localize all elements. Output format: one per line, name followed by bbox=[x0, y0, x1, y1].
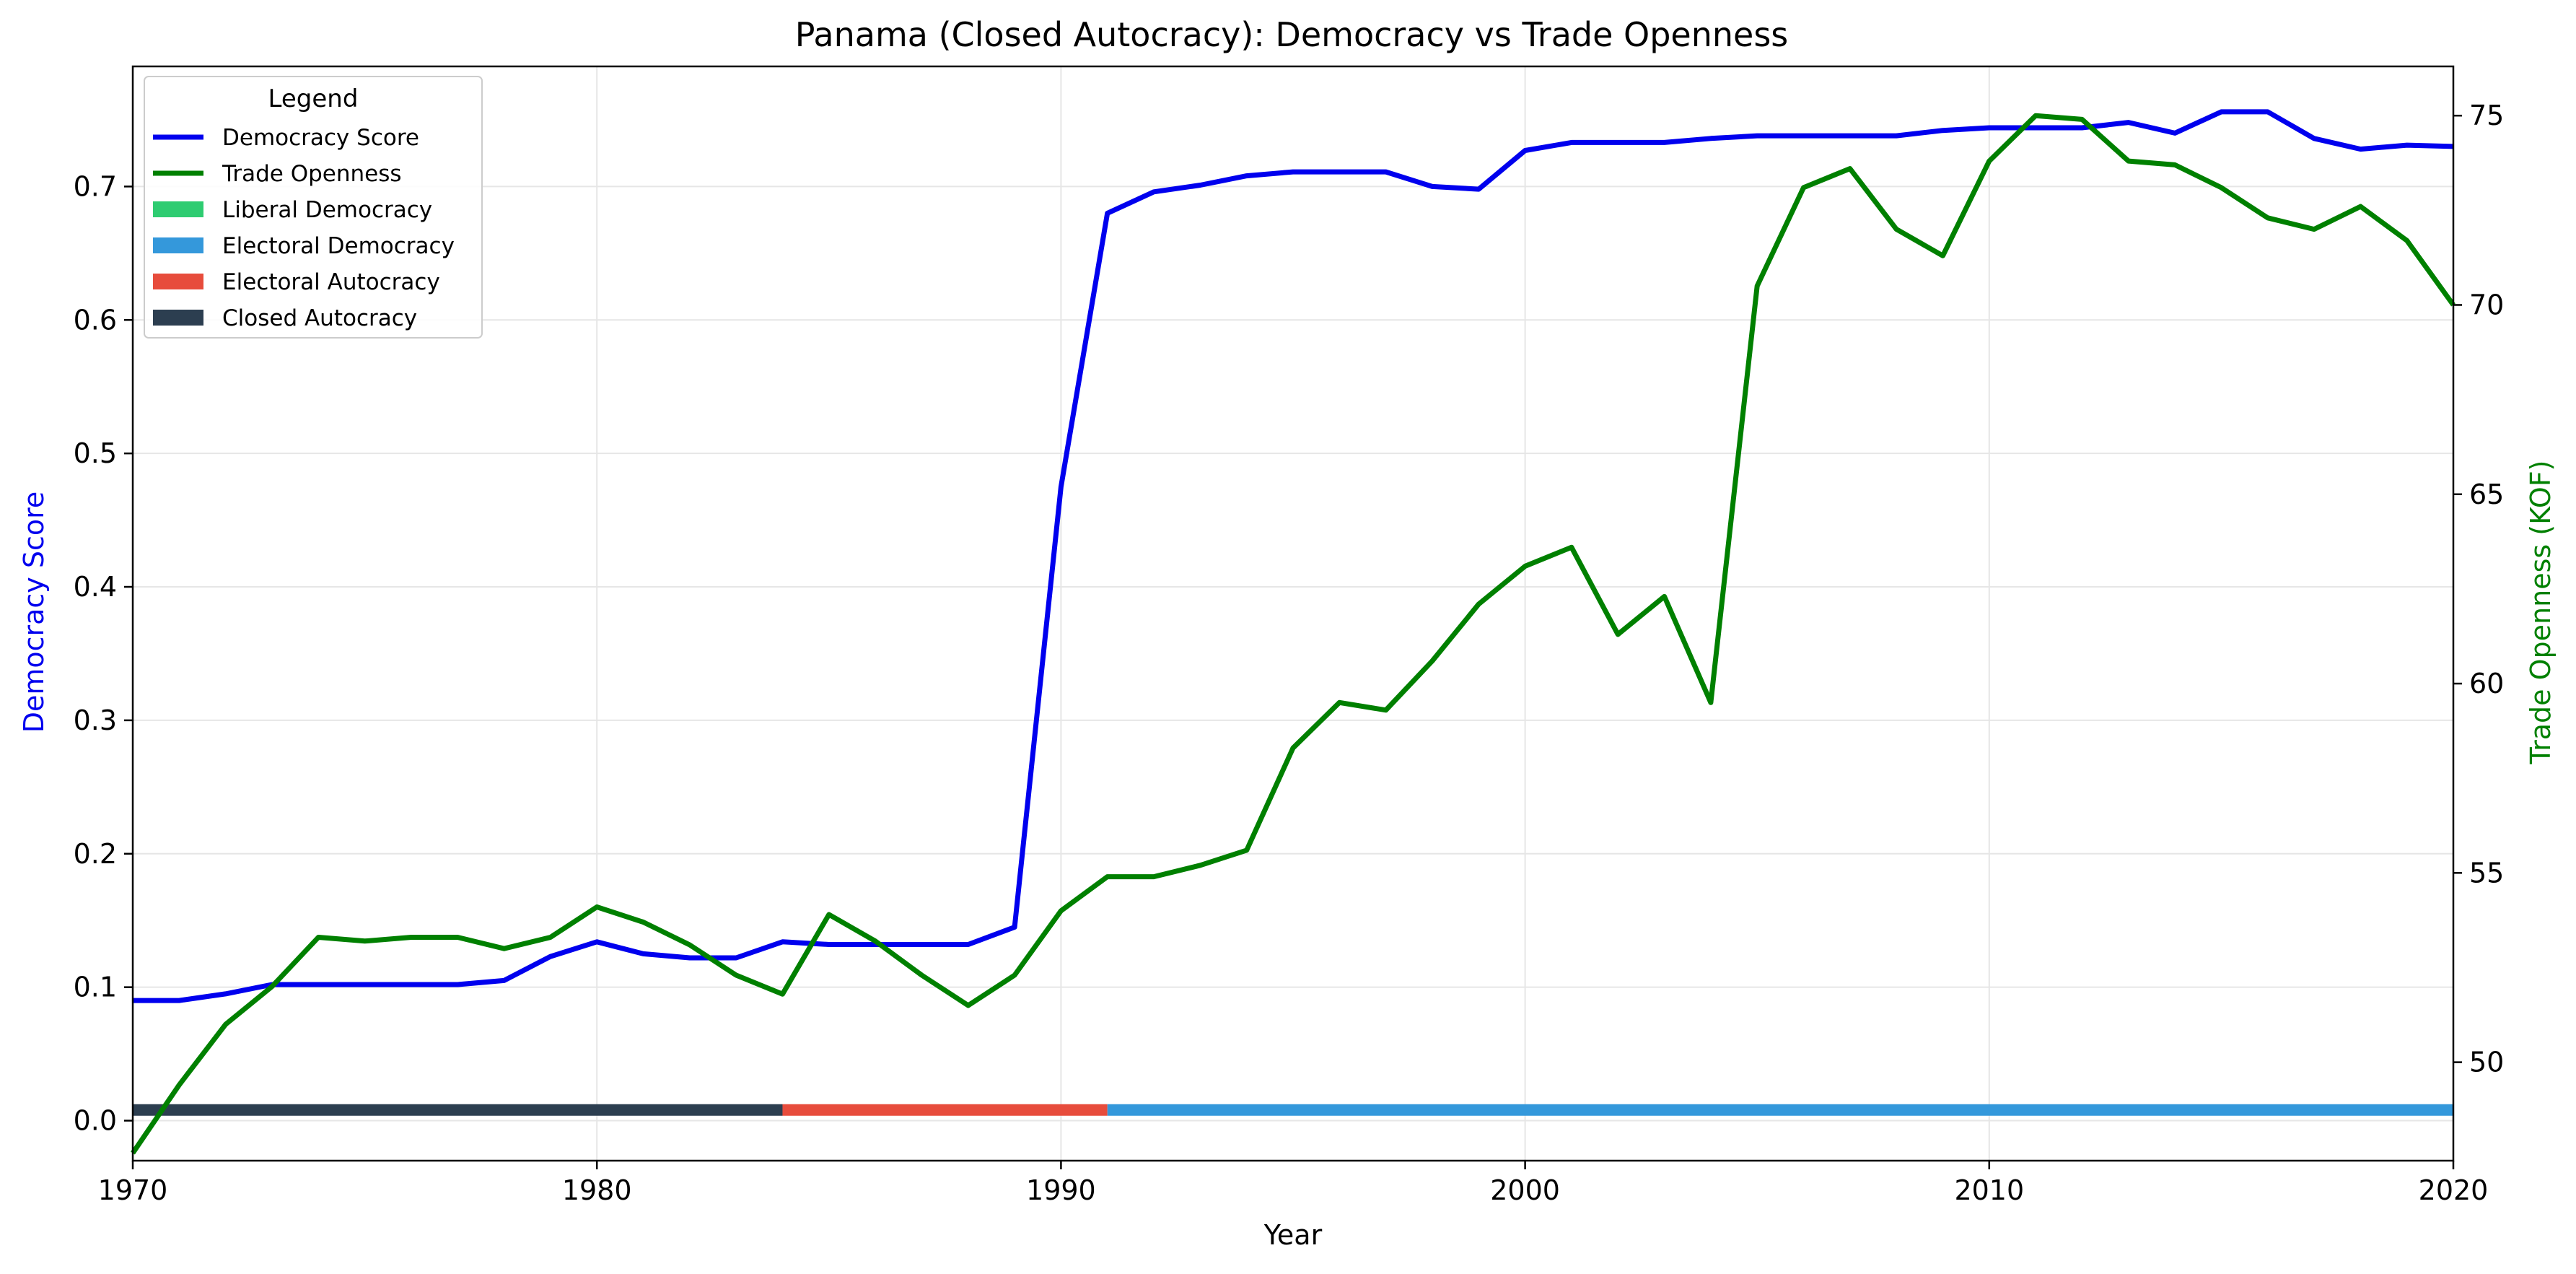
legend-title: Legend bbox=[268, 84, 359, 113]
x-tick-label: 2000 bbox=[1490, 1174, 1560, 1206]
legend-entry-label: Democracy Score bbox=[222, 125, 419, 151]
left-tick-label: 0.1 bbox=[74, 972, 117, 1003]
legend-entries: Democracy Score Trade Openness Liberal Dem… bbox=[153, 125, 455, 331]
x-tick-label: 2010 bbox=[1954, 1174, 2024, 1206]
left-tick-label: 0.4 bbox=[74, 571, 117, 603]
left-tick-label: 0.7 bbox=[74, 170, 117, 202]
right-tick-label: 75 bbox=[2469, 100, 2504, 131]
x-tick-label: 2020 bbox=[2419, 1174, 2489, 1206]
right-tick-label: 70 bbox=[2469, 289, 2504, 320]
series-line bbox=[133, 109, 2454, 1003]
legend-swatch bbox=[153, 310, 203, 326]
legend-swatch bbox=[153, 201, 203, 217]
series-lines bbox=[131, 109, 2455, 1155]
left-tick-label: 0.5 bbox=[74, 437, 117, 469]
legend-entry-label: Electoral Autocracy bbox=[222, 269, 440, 295]
series-line bbox=[131, 113, 2455, 1155]
legend-entry-label: Closed Autocracy bbox=[222, 305, 417, 331]
x-tick-label: 1970 bbox=[98, 1174, 168, 1206]
left-y-axis-ticks: 0.0 0.1 0.2 0.3 0.4 0.5 0.6 0.7 bbox=[74, 170, 133, 1137]
left-y-axis-label: Democracy Score bbox=[18, 492, 50, 733]
right-tick-label: 50 bbox=[2469, 1047, 2504, 1078]
right-tick-label: 60 bbox=[2469, 668, 2504, 699]
legend-entry-label: Trade Openness bbox=[222, 161, 402, 187]
legend: Legend Democracy Score Trade Openness Libe… bbox=[144, 76, 483, 339]
x-tick-label: 1980 bbox=[562, 1174, 632, 1206]
right-tick-label: 55 bbox=[2469, 857, 2504, 889]
x-axis-label: Year bbox=[1263, 1219, 1323, 1251]
legend-swatch bbox=[153, 237, 203, 253]
legend-entry-label: Electoral Democracy bbox=[222, 233, 455, 259]
x-axis-ticks: 1970 1980 1990 2000 2010 2020 bbox=[98, 1161, 2489, 1206]
left-tick-label: 0.3 bbox=[74, 704, 117, 736]
legend-entry-label: Liberal Democracy bbox=[222, 197, 432, 223]
chart-title: Panama (Closed Autocracy): Democracy vs … bbox=[795, 15, 1789, 54]
right-y-axis-ticks: 50 55 60 65 70 75 bbox=[2453, 100, 2504, 1078]
legend-swatch bbox=[153, 274, 203, 289]
right-tick-label: 65 bbox=[2469, 479, 2504, 510]
x-tick-label: 1990 bbox=[1026, 1174, 1096, 1206]
right-y-axis-label: Trade Openness (KOF) bbox=[2525, 460, 2557, 764]
left-tick-label: 0.6 bbox=[74, 304, 117, 336]
legend-box bbox=[144, 76, 483, 339]
left-tick-label: 0.2 bbox=[74, 838, 117, 870]
grid-lines bbox=[132, 66, 2454, 1161]
plot-frame bbox=[131, 65, 2455, 1162]
left-tick-label: 0.0 bbox=[74, 1105, 117, 1137]
